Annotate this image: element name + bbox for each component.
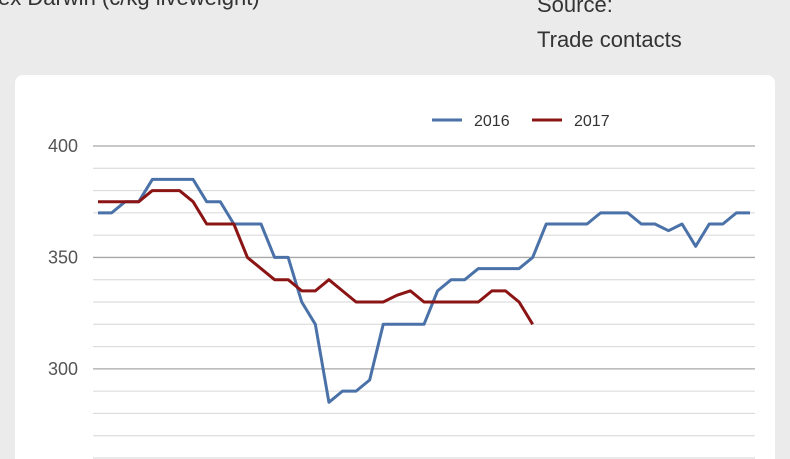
legend-label: 2017	[574, 113, 610, 130]
y-tick-label: 350	[48, 247, 78, 267]
y-tick-label: 300	[48, 359, 78, 379]
source-label: Source:	[537, 0, 613, 17]
subtitle: ex Darwin (c/kg liveweight)	[0, 0, 260, 10]
y-tick-label: 400	[48, 136, 78, 156]
series-line	[98, 189, 534, 326]
source: Trade contacts	[537, 27, 682, 52]
legend-label: 2016	[474, 113, 510, 130]
card	[15, 75, 775, 459]
series-line	[98, 177, 750, 404]
